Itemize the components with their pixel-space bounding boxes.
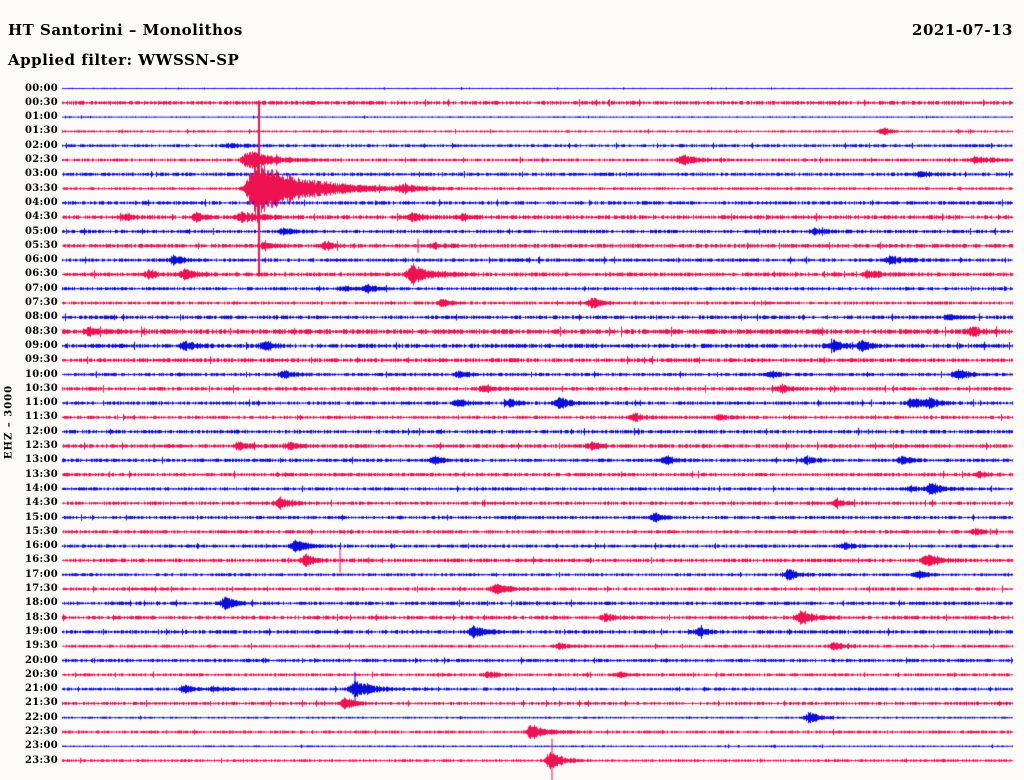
time-label: 10:30 [24,382,58,394]
time-label: 17:00 [24,568,58,580]
time-label: 08:00 [24,311,58,323]
time-label: 22:00 [24,711,58,723]
time-label: 21:30 [24,697,58,709]
time-label: 03:30 [24,182,58,194]
time-label: 02:00 [24,139,58,151]
time-label: 22:30 [24,726,58,737]
time-label: 09:30 [24,354,58,366]
time-label: 13:30 [24,468,58,480]
time-label: 17:30 [24,583,58,594]
time-label: 16:30 [24,554,58,566]
time-label: 11:30 [24,411,58,423]
time-label: 19:00 [24,625,58,637]
time-label: 00:00 [24,82,58,94]
time-label: 20:30 [24,668,58,680]
time-label: 23:00 [24,740,58,752]
time-label: 02:30 [24,154,58,165]
time-label: 12:00 [24,425,58,437]
time-label: 14:30 [24,497,58,509]
time-label: 03:00 [24,168,58,180]
time-label: 19:30 [24,640,58,652]
time-label: 10:00 [24,368,58,380]
time-label: 23:30 [24,754,58,766]
time-label: 01:30 [24,125,58,137]
applied-filter-line: Applied filter: WWSSN-SP [8,51,240,69]
time-label: 15:00 [24,511,58,523]
time-label: 11:00 [24,397,58,409]
time-label: 18:00 [24,597,58,609]
time-label: 20:00 [24,654,58,666]
time-label: 12:30 [24,440,58,451]
time-label: 15:30 [24,525,58,537]
time-label: 13:00 [24,454,58,466]
time-label: 14:00 [24,482,58,494]
time-label: 00:30 [24,96,58,108]
station-title: HT Santorini – Monolithos [8,21,243,39]
time-label: 21:00 [24,683,58,695]
record-date: 2021-07-13 [912,21,1013,39]
time-label: 04:00 [24,196,58,208]
time-label: 09:00 [24,339,58,351]
time-label: 01:00 [24,111,58,123]
time-label: 05:00 [24,225,58,237]
time-label: 16:00 [24,540,58,552]
time-label: 04:30 [24,211,58,223]
time-label: 07:00 [24,282,58,294]
time-label: 06:00 [24,254,58,266]
time-label: 05:30 [24,239,58,251]
time-label: 06:30 [24,268,58,280]
time-label: 18:30 [24,611,58,623]
time-label: 07:30 [24,297,58,308]
time-label: 08:30 [24,325,58,337]
